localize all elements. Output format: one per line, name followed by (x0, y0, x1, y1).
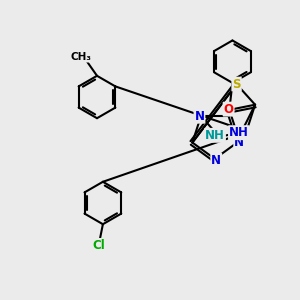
Text: O: O (224, 103, 234, 116)
Text: NH: NH (229, 126, 249, 139)
Text: Cl: Cl (92, 239, 105, 252)
Text: N: N (194, 110, 205, 123)
Text: NH: NH (205, 129, 225, 142)
Text: N: N (211, 154, 221, 167)
Text: S: S (232, 78, 241, 91)
Text: N: N (234, 136, 244, 149)
Text: CH₃: CH₃ (70, 52, 91, 62)
